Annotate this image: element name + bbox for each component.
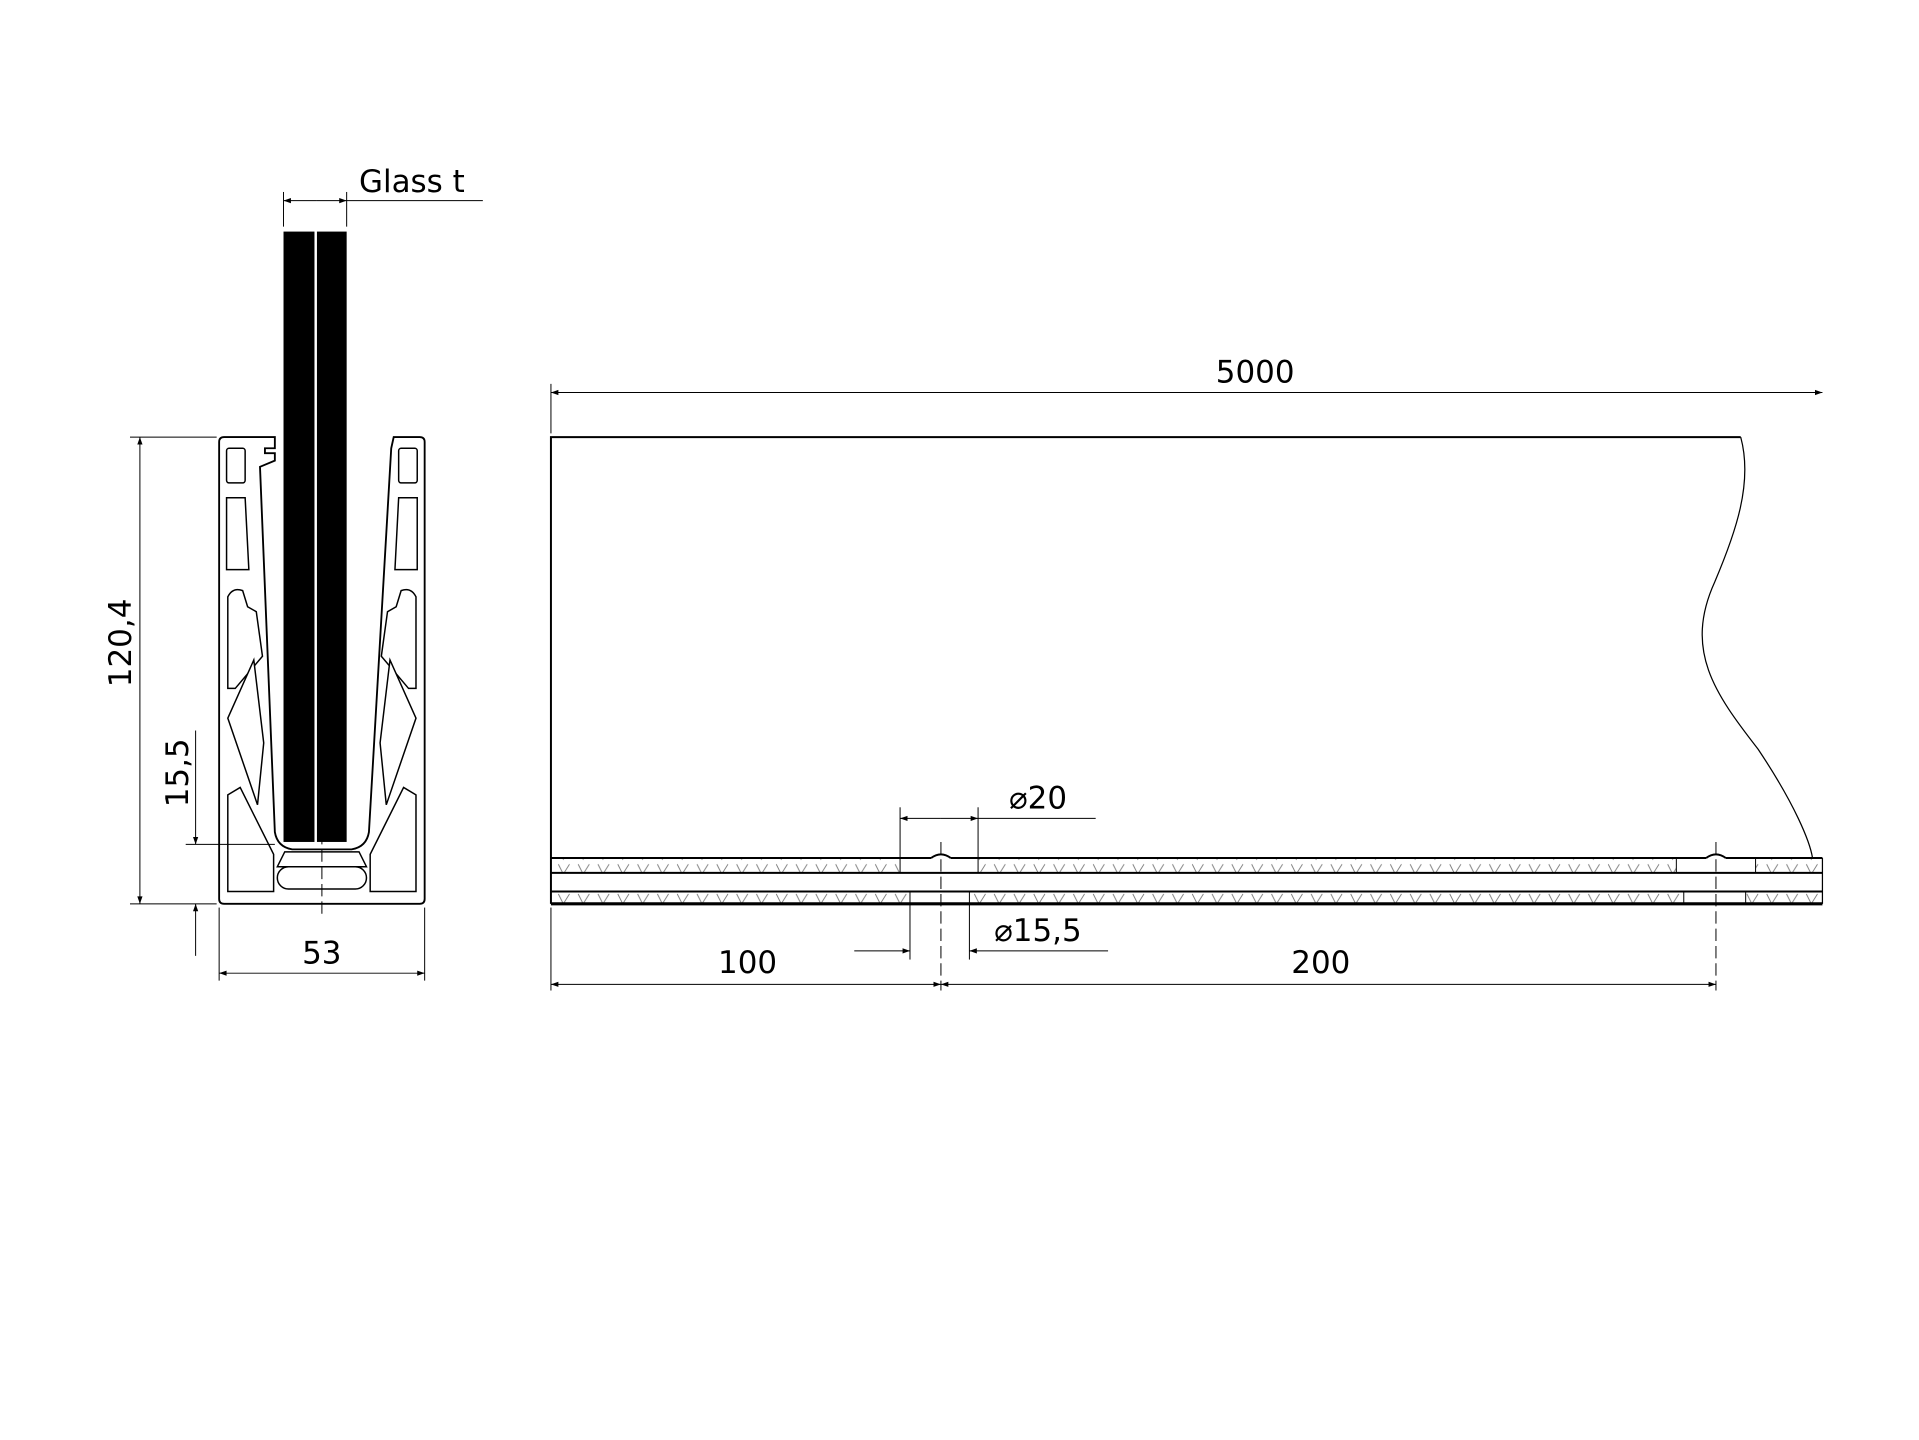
- width-dimension: 53: [302, 935, 341, 971]
- section-view: Glass t 120,4 15,5 53: [103, 164, 483, 981]
- hole-small-dimension: ⌀15,5: [994, 913, 1082, 949]
- hole-spacing-dimension: 200: [1291, 945, 1350, 981]
- glass-pane-left: [283, 231, 315, 842]
- profile-cavities: [225, 447, 418, 893]
- glass-thickness-label: Glass t: [359, 164, 465, 200]
- break-line: [1701, 436, 1814, 859]
- inset-dimension: 15,5: [160, 738, 196, 807]
- length-dimension: 5000: [1216, 355, 1295, 391]
- profile-body: [218, 436, 426, 905]
- profile-side-outline: [549, 436, 1741, 904]
- hole-large-dimension: ⌀20: [1009, 781, 1067, 817]
- first-hole-offset-dimension: 100: [718, 945, 777, 981]
- glass-pane-right: [316, 231, 347, 842]
- side-view: 5000: [549, 355, 1824, 991]
- height-dimension: 120,4: [103, 599, 139, 688]
